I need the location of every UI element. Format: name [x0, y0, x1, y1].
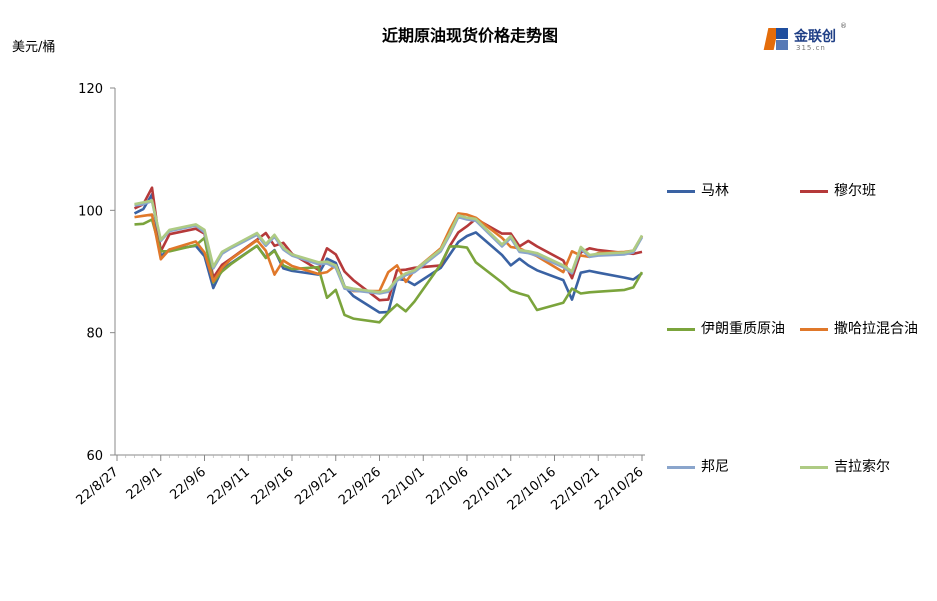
x-tick-label: 22/9/26	[336, 465, 384, 509]
legend-label: 邦尼	[701, 459, 729, 475]
x-tick-label: 22/10/26	[592, 465, 646, 514]
legend-swatch	[800, 466, 828, 469]
x-tick-label: 22/8/27	[74, 465, 122, 509]
legend-label: 穆尔班	[834, 183, 876, 199]
x-tick-label: 22/9/16	[249, 465, 297, 509]
x-tick-label: 22/9/21	[292, 465, 340, 509]
logo-icon	[763, 28, 790, 50]
series-line-4	[134, 212, 644, 293]
y-axis-unit: 美元/桶	[12, 40, 56, 55]
legend-swatch	[667, 190, 695, 193]
logo-name: 金联创	[794, 29, 836, 45]
x-tick-label: 22/9/6	[167, 465, 209, 503]
x-tick-label: 22/10/1	[380, 465, 428, 509]
legend-label: 伊朗重质原油	[701, 321, 785, 337]
y-tick-label: 80	[86, 327, 103, 342]
y-tick-label: 60	[86, 449, 103, 464]
logo-sub: 315.cn	[796, 44, 826, 52]
chart-series	[133, 186, 644, 324]
y-tick-label: 120	[78, 82, 103, 97]
legend-label: 撒哈拉混合油	[834, 321, 918, 337]
legend-label: 马林	[701, 183, 729, 199]
legend-label: 吉拉索尔	[834, 459, 890, 475]
chart-title: 近期原油现货价格走势图	[382, 26, 559, 45]
x-tick-label: 22/9/11	[205, 465, 253, 509]
x-tick-label: 22/9/1	[124, 465, 166, 503]
series-line-5	[134, 199, 644, 295]
brand-logo: 金联创 315.cn ®	[763, 22, 848, 54]
legend-swatch	[800, 328, 828, 331]
logo-registered-mark: ®	[840, 22, 847, 30]
legend-swatch	[667, 328, 695, 331]
series-line-6	[134, 199, 644, 294]
y-tick-label: 100	[78, 204, 103, 219]
legend-swatch	[667, 466, 695, 469]
legend-swatch	[800, 190, 828, 193]
